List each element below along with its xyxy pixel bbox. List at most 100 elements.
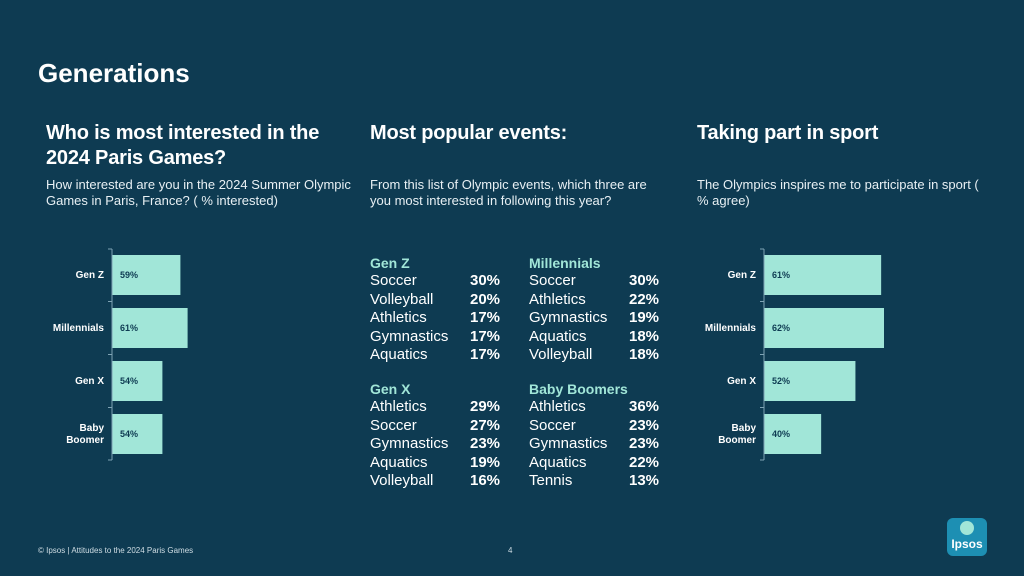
category-label-3-0: Baby bbox=[732, 423, 757, 434]
event-row: Athletics 29% bbox=[370, 398, 510, 417]
category-label-3-1: Boomer bbox=[718, 435, 756, 446]
category-label-0: Gen Z bbox=[728, 270, 756, 281]
page-number: 4 bbox=[508, 546, 513, 555]
event-name: Gymnastics bbox=[529, 435, 608, 452]
category-label-2: Gen X bbox=[727, 376, 756, 387]
event-name: Volleyball bbox=[529, 346, 593, 363]
ipsos-logo: Ipsos bbox=[947, 518, 987, 556]
group-title: Gen X bbox=[370, 381, 411, 397]
section3-heading: Taking part in sport bbox=[697, 122, 879, 144]
event-name: Gymnastics bbox=[370, 327, 449, 345]
event-row: Gymnastics 19% bbox=[529, 309, 669, 328]
event-value: 23% bbox=[629, 416, 660, 434]
event-name: Athletics bbox=[529, 398, 586, 415]
event-name: Aquatics bbox=[529, 453, 587, 471]
event-name: Volleyball bbox=[370, 290, 434, 308]
events-group-baby-boomers: Baby Boomers Athletics 36% Soccer 23% Gymn… bbox=[529, 380, 669, 491]
bar-2 bbox=[112, 361, 163, 401]
category-label-0: Gen Z bbox=[76, 270, 104, 281]
event-name: Volleyball bbox=[370, 472, 434, 489]
events-group-gen-x: Gen X Athletics 29% Soccer 27% Gymnastics 2… bbox=[370, 380, 510, 491]
data-label-1: 61% bbox=[120, 323, 138, 333]
event-row: Aquatics 22% bbox=[529, 454, 669, 473]
section3-subtitle: The Olympics inspires me to participate … bbox=[697, 177, 979, 208]
data-label-2: 54% bbox=[120, 376, 138, 386]
event-value: 23% bbox=[629, 435, 660, 452]
data-label-3: 40% bbox=[772, 429, 790, 439]
event-row: Gymnastics 23% bbox=[529, 435, 669, 454]
events-group-millennials: Millennials Soccer 30% Athletics 22% Gymna… bbox=[529, 254, 669, 365]
bar-1 bbox=[112, 308, 188, 348]
event-value: 29% bbox=[470, 398, 501, 415]
event-value: 27% bbox=[470, 416, 501, 434]
event-row: Gymnastics 23% bbox=[370, 435, 510, 454]
group-title: Gen Z bbox=[370, 255, 410, 271]
event-name: Tennis bbox=[529, 472, 573, 489]
category-label-3-0: Baby bbox=[80, 423, 105, 434]
event-value: 13% bbox=[629, 472, 660, 489]
event-name: Athletics bbox=[529, 290, 586, 308]
group-title: Millennials bbox=[529, 255, 601, 271]
event-value: 17% bbox=[470, 309, 501, 326]
event-row: Volleyball 20% bbox=[370, 291, 510, 310]
event-value: 23% bbox=[470, 435, 501, 452]
bar-2 bbox=[764, 361, 856, 401]
event-value: 17% bbox=[470, 346, 501, 363]
section2-heading: Most popular events: bbox=[370, 122, 568, 144]
data-label-3: 54% bbox=[120, 429, 138, 439]
logo-text: Ipsos bbox=[951, 537, 983, 551]
event-value: 19% bbox=[470, 453, 501, 471]
data-label-1: 62% bbox=[772, 323, 790, 333]
event-value: 30% bbox=[470, 272, 501, 289]
event-name: Soccer bbox=[529, 416, 576, 434]
event-row: Soccer 30% bbox=[529, 272, 669, 291]
section1-heading: Who is most interested in the 2024 Paris… bbox=[46, 122, 320, 169]
event-row: Athletics 22% bbox=[529, 291, 669, 310]
section1-subtitle: How interested are you in the 2024 Summe… bbox=[46, 177, 351, 208]
event-row: Soccer 27% bbox=[370, 417, 510, 436]
logo-circle-icon bbox=[960, 521, 974, 535]
event-name: Soccer bbox=[529, 272, 576, 289]
bar-1 bbox=[764, 308, 884, 348]
event-name: Aquatics bbox=[529, 327, 587, 345]
category-label-1: Millennials bbox=[705, 323, 757, 334]
event-row: Aquatics 19% bbox=[370, 454, 510, 473]
event-name: Gymnastics bbox=[370, 435, 449, 452]
bar-0 bbox=[764, 255, 882, 295]
section2-subtitle: From this list of Olympic events, which … bbox=[370, 177, 647, 208]
data-label-2: 52% bbox=[772, 376, 790, 386]
category-label-3-1: Boomer bbox=[66, 435, 104, 446]
event-row: Aquatics 17% bbox=[370, 346, 510, 365]
category-label-1: Millennials bbox=[53, 323, 105, 334]
event-row: Volleyball 16% bbox=[370, 472, 510, 491]
event-name: Soccer bbox=[370, 416, 417, 434]
interest-chart: 59% Gen Z 61% Millennials 54% Gen X 54% BabyBoo… bbox=[53, 248, 188, 461]
event-name: Aquatics bbox=[370, 453, 428, 471]
event-name: Aquatics bbox=[370, 346, 428, 363]
page-title: Generations bbox=[38, 58, 190, 88]
category-label-2: Gen X bbox=[75, 376, 104, 387]
event-value: 18% bbox=[629, 346, 660, 363]
event-name: Gymnastics bbox=[529, 309, 608, 326]
data-label-0: 59% bbox=[120, 270, 138, 280]
event-row: Athletics 17% bbox=[370, 309, 510, 328]
bar-0 bbox=[112, 255, 181, 295]
event-row: Volleyball 18% bbox=[529, 346, 669, 365]
event-row: Soccer 23% bbox=[529, 417, 669, 436]
event-row: Tennis 13% bbox=[529, 472, 669, 491]
event-row: Gymnastics 17% bbox=[370, 328, 510, 347]
events-group-gen-z: Gen Z Soccer 30% Volleyball 20% Athletics 1… bbox=[370, 254, 510, 365]
event-value: 36% bbox=[629, 398, 660, 415]
event-row: Athletics 36% bbox=[529, 398, 669, 417]
participation-chart: 61% Gen Z 62% Millennials 52% Gen X 40% BabyBoo… bbox=[705, 248, 884, 461]
bar-3 bbox=[112, 414, 163, 454]
event-name: Athletics bbox=[370, 398, 427, 415]
event-value: 17% bbox=[470, 327, 501, 345]
event-value: 20% bbox=[470, 290, 501, 308]
event-name: Soccer bbox=[370, 272, 417, 289]
event-value: 19% bbox=[629, 309, 660, 326]
event-value: 16% bbox=[470, 472, 501, 489]
event-value: 22% bbox=[629, 453, 660, 471]
data-label-0: 61% bbox=[772, 270, 790, 280]
event-value: 22% bbox=[629, 290, 660, 308]
